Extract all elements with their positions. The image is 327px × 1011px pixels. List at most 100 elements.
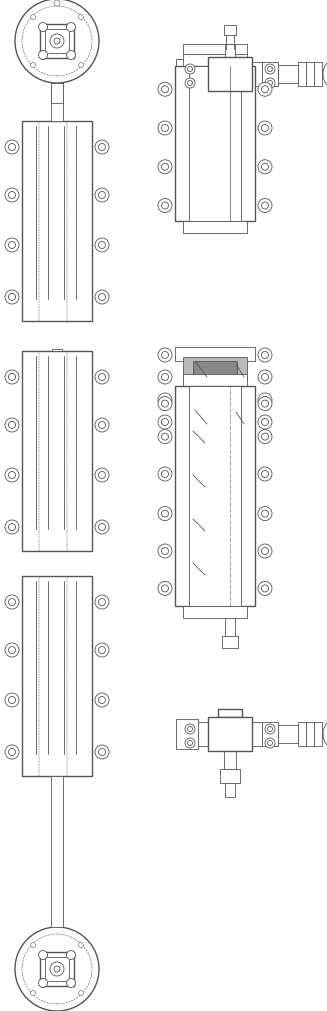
Bar <box>218 50 242 58</box>
Circle shape <box>185 738 195 748</box>
Circle shape <box>98 374 106 381</box>
Bar <box>183 607 247 619</box>
Bar <box>183 402 247 427</box>
Circle shape <box>185 79 195 89</box>
Bar <box>225 92 235 110</box>
Bar <box>262 722 278 746</box>
Circle shape <box>39 52 47 61</box>
Circle shape <box>158 161 172 175</box>
Circle shape <box>39 23 47 32</box>
Circle shape <box>158 393 172 407</box>
Circle shape <box>5 643 19 657</box>
Circle shape <box>185 65 195 75</box>
Bar <box>176 60 198 90</box>
Circle shape <box>78 991 83 996</box>
Circle shape <box>66 979 76 988</box>
Bar <box>52 350 62 352</box>
Circle shape <box>258 393 272 407</box>
Circle shape <box>258 83 272 97</box>
Bar <box>198 722 208 746</box>
Circle shape <box>262 511 268 518</box>
Circle shape <box>162 164 168 171</box>
Circle shape <box>158 371 172 384</box>
Circle shape <box>262 374 268 381</box>
Circle shape <box>5 745 19 759</box>
Circle shape <box>258 161 272 175</box>
Circle shape <box>78 64 83 69</box>
Bar <box>314 63 322 87</box>
Bar <box>220 769 240 784</box>
Circle shape <box>258 430 272 444</box>
Circle shape <box>95 189 109 203</box>
Circle shape <box>5 468 19 482</box>
Circle shape <box>95 239 109 253</box>
Circle shape <box>267 741 272 746</box>
Circle shape <box>187 727 193 732</box>
Circle shape <box>162 352 168 359</box>
Bar <box>193 362 237 378</box>
Circle shape <box>98 145 106 152</box>
Bar <box>224 751 236 769</box>
Circle shape <box>5 521 19 535</box>
Bar <box>22 122 92 321</box>
Bar <box>22 352 92 551</box>
Circle shape <box>158 349 172 363</box>
Circle shape <box>258 349 272 363</box>
Circle shape <box>265 738 275 748</box>
Bar <box>183 44 247 55</box>
Circle shape <box>5 419 19 433</box>
Bar <box>222 636 238 648</box>
Circle shape <box>9 374 15 381</box>
Circle shape <box>265 65 275 75</box>
Circle shape <box>158 467 172 481</box>
Circle shape <box>39 950 47 959</box>
Bar <box>208 717 252 751</box>
Bar <box>218 710 242 717</box>
Circle shape <box>54 967 60 972</box>
Circle shape <box>158 83 172 97</box>
Circle shape <box>267 727 272 732</box>
Circle shape <box>262 164 268 171</box>
Bar <box>298 63 306 87</box>
Circle shape <box>98 697 106 704</box>
Circle shape <box>9 647 15 654</box>
Bar <box>183 55 247 67</box>
Circle shape <box>9 472 15 479</box>
Bar <box>51 84 63 122</box>
Bar <box>314 722 322 746</box>
Circle shape <box>258 122 272 135</box>
Circle shape <box>9 294 15 301</box>
Circle shape <box>162 471 168 478</box>
Bar <box>252 63 262 87</box>
Bar <box>298 722 306 746</box>
Circle shape <box>258 467 272 481</box>
Circle shape <box>15 0 99 84</box>
Circle shape <box>185 724 195 734</box>
Circle shape <box>95 419 109 433</box>
Circle shape <box>187 68 193 73</box>
Bar <box>278 725 298 743</box>
Circle shape <box>50 35 64 49</box>
Bar <box>175 67 255 221</box>
Circle shape <box>39 979 47 988</box>
Circle shape <box>30 942 36 947</box>
Bar <box>189 67 241 221</box>
Circle shape <box>162 400 168 407</box>
Circle shape <box>187 82 193 86</box>
Circle shape <box>262 125 268 132</box>
Circle shape <box>323 717 327 751</box>
Circle shape <box>162 585 168 592</box>
Circle shape <box>95 468 109 482</box>
Circle shape <box>187 741 193 746</box>
Circle shape <box>5 371 19 384</box>
Bar <box>183 358 247 381</box>
Circle shape <box>265 79 275 89</box>
Circle shape <box>158 508 172 521</box>
Circle shape <box>98 647 106 654</box>
Circle shape <box>95 745 109 759</box>
Circle shape <box>262 420 268 426</box>
Circle shape <box>262 87 268 94</box>
Circle shape <box>95 371 109 384</box>
Circle shape <box>66 950 76 959</box>
Bar <box>45 30 69 54</box>
